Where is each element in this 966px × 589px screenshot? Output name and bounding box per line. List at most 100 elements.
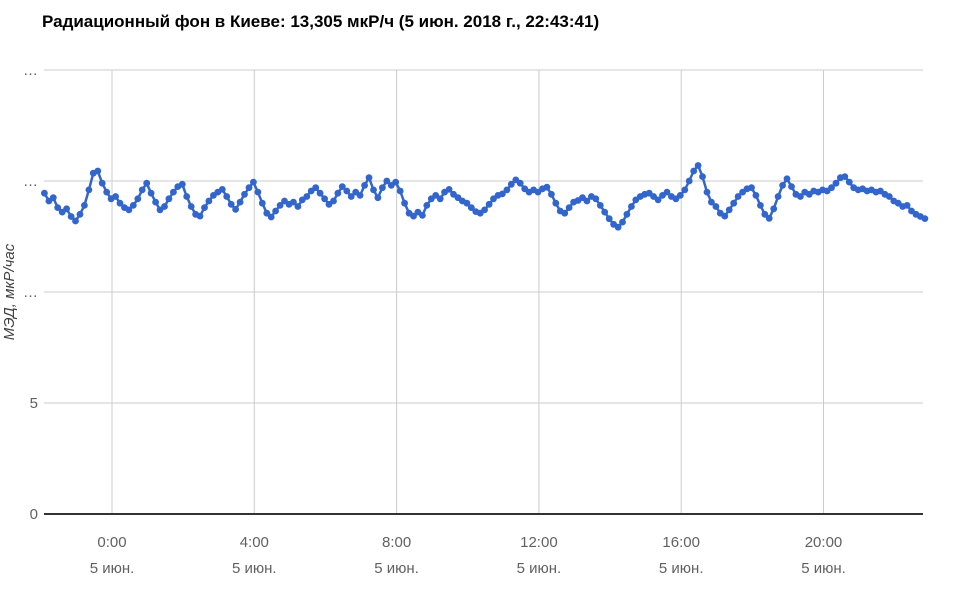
data-point[interactable]: [227, 200, 235, 208]
data-point[interactable]: [401, 199, 408, 207]
data-point[interactable]: [676, 192, 684, 199]
data-point[interactable]: [294, 203, 302, 210]
data-point[interactable]: [774, 193, 782, 200]
data-point[interactable]: [770, 205, 778, 213]
data-point[interactable]: [103, 188, 111, 196]
data-point[interactable]: [383, 177, 391, 185]
data-point[interactable]: [125, 206, 133, 214]
data-point[interactable]: [681, 186, 689, 194]
data-point[interactable]: [218, 186, 226, 193]
data-point[interactable]: [552, 199, 560, 207]
data-point[interactable]: [467, 204, 475, 212]
data-point[interactable]: [94, 167, 102, 175]
data-point[interactable]: [828, 184, 835, 192]
data-point[interactable]: [765, 214, 773, 222]
data-point[interactable]: [143, 179, 151, 187]
data-point[interactable]: [663, 188, 671, 196]
data-point[interactable]: [63, 205, 70, 213]
data-point[interactable]: [516, 179, 524, 187]
data-point[interactable]: [356, 192, 364, 199]
data-point[interactable]: [885, 193, 893, 200]
data-point[interactable]: [81, 202, 88, 209]
data-point[interactable]: [757, 202, 764, 209]
data-point[interactable]: [797, 193, 804, 200]
data-point[interactable]: [485, 200, 493, 208]
data-point[interactable]: [583, 197, 591, 205]
data-point[interactable]: [330, 197, 337, 205]
data-point[interactable]: [565, 204, 573, 212]
data-point[interactable]: [67, 213, 75, 220]
data-point[interactable]: [548, 190, 555, 198]
data-point[interactable]: [561, 209, 569, 217]
data-point[interactable]: [316, 189, 324, 197]
data-point[interactable]: [170, 188, 177, 196]
data-point[interactable]: [205, 197, 213, 205]
data-point[interactable]: [783, 175, 791, 183]
data-point[interactable]: [507, 180, 515, 188]
data-point[interactable]: [903, 202, 911, 209]
data-point[interactable]: [263, 209, 271, 217]
data-point[interactable]: [596, 202, 604, 209]
data-point[interactable]: [734, 193, 742, 200]
data-point[interactable]: [481, 206, 488, 214]
data-point[interactable]: [623, 210, 631, 218]
data-point[interactable]: [201, 204, 208, 212]
data-point[interactable]: [921, 215, 929, 223]
data-point[interactable]: [303, 193, 311, 200]
data-point[interactable]: [370, 186, 377, 194]
data-point[interactable]: [694, 162, 702, 169]
data-point[interactable]: [721, 212, 729, 220]
data-point[interactable]: [232, 206, 240, 213]
data-point[interactable]: [272, 207, 279, 215]
data-point[interactable]: [748, 184, 755, 192]
data-point[interactable]: [250, 178, 257, 186]
data-point[interactable]: [832, 179, 840, 187]
data-point[interactable]: [605, 215, 613, 223]
data-point[interactable]: [654, 196, 662, 204]
data-point[interactable]: [396, 187, 404, 195]
data-point[interactable]: [178, 180, 186, 188]
data-point[interactable]: [147, 189, 155, 197]
data-point[interactable]: [543, 183, 551, 191]
data-point[interactable]: [463, 199, 471, 207]
data-point[interactable]: [241, 190, 248, 198]
data-point[interactable]: [690, 167, 698, 175]
data-point[interactable]: [258, 199, 266, 207]
data-point[interactable]: [254, 188, 262, 196]
data-point[interactable]: [361, 182, 368, 189]
data-point[interactable]: [161, 203, 168, 210]
data-point[interactable]: [703, 188, 711, 196]
data-point[interactable]: [730, 199, 738, 207]
data-point[interactable]: [712, 203, 720, 210]
data-point[interactable]: [365, 174, 373, 182]
data-point[interactable]: [601, 208, 609, 216]
data-point[interactable]: [138, 186, 146, 194]
data-point[interactable]: [752, 192, 760, 199]
data-point[interactable]: [685, 177, 693, 185]
data-point[interactable]: [85, 186, 93, 194]
data-point[interactable]: [347, 193, 355, 200]
data-point[interactable]: [245, 184, 253, 192]
data-point[interactable]: [49, 194, 57, 202]
data-point[interactable]: [343, 187, 351, 195]
data-point[interactable]: [129, 202, 137, 209]
data-point[interactable]: [223, 193, 231, 200]
data-point[interactable]: [788, 183, 795, 191]
data-point[interactable]: [628, 203, 635, 210]
data-point[interactable]: [379, 184, 386, 192]
data-point[interactable]: [276, 202, 284, 209]
data-point[interactable]: [334, 189, 342, 197]
data-point[interactable]: [98, 179, 106, 187]
data-point[interactable]: [436, 195, 444, 203]
data-point[interactable]: [116, 199, 124, 207]
data-point[interactable]: [708, 198, 715, 206]
data-point[interactable]: [290, 198, 297, 206]
data-point[interactable]: [112, 193, 119, 200]
data-point[interactable]: [338, 183, 346, 191]
data-point[interactable]: [699, 173, 706, 181]
data-point[interactable]: [845, 178, 853, 186]
data-point[interactable]: [76, 210, 84, 218]
data-point[interactable]: [761, 210, 769, 218]
data-point[interactable]: [592, 195, 600, 203]
data-point[interactable]: [499, 190, 506, 198]
